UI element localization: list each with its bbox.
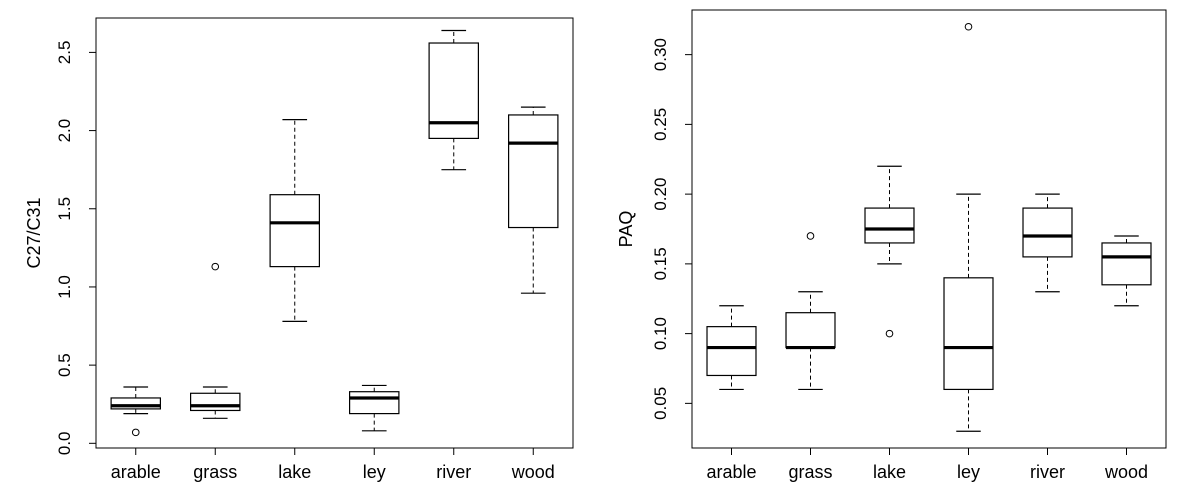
y-tick-label-1-5: 2.5: [55, 41, 74, 65]
y-axis-label-2: PAQ: [616, 211, 636, 248]
x-tick-label-2-grass: grass: [788, 462, 832, 482]
outlier-1-grass-0: [211, 262, 220, 271]
box-1-ley: [349, 391, 400, 415]
box-1-arable: [110, 397, 161, 410]
y-axis-label-1: C27/C31: [24, 197, 44, 268]
x-tick-label-1-lake: lake: [278, 462, 311, 482]
y-tick-label-1-0: 0.0: [55, 431, 74, 455]
y-tick-label-1-3: 1.5: [55, 197, 74, 221]
box-2-wood: [1101, 242, 1152, 286]
y-tick-label-1-1: 0.5: [55, 353, 74, 377]
outlier-2-ley-0: [964, 22, 973, 31]
box-1-lake: [269, 194, 320, 268]
x-tick-label-1-wood: wood: [511, 462, 555, 482]
box-2-ley: [943, 277, 994, 391]
x-tick-label-2-ley: ley: [957, 462, 980, 482]
x-tick-label-2-lake: lake: [873, 462, 906, 482]
plot-frame-2: [691, 9, 1167, 449]
y-tick-label-2-5: 0.30: [651, 38, 670, 71]
box-1-grass: [190, 392, 241, 412]
y-tick-label-2-1: 0.10: [651, 317, 670, 350]
x-tick-label-1-grass: grass: [193, 462, 237, 482]
x-tick-label-2-wood: wood: [1104, 462, 1148, 482]
x-tick-label-2-river: river: [1030, 462, 1065, 482]
y-tick-label-2-3: 0.20: [651, 178, 670, 211]
box-2-lake: [864, 207, 915, 244]
y-tick-label-2-0: 0.05: [651, 387, 670, 420]
y-tick-label-2-2: 0.15: [651, 247, 670, 280]
box-2-river: [1022, 207, 1073, 258]
box-2-grass: [785, 312, 836, 349]
y-tick-label-1-4: 2.0: [55, 119, 74, 143]
outlier-1-arable-0: [131, 428, 140, 437]
x-tick-label-1-ley: ley: [363, 462, 386, 482]
x-tick-label-1-river: river: [436, 462, 471, 482]
x-tick-label-2-arable: arable: [706, 462, 756, 482]
y-tick-label-2-4: 0.25: [651, 108, 670, 141]
outlier-2-lake-0: [885, 329, 894, 338]
box-1-wood: [508, 114, 559, 229]
x-tick-label-1-arable: arable: [111, 462, 161, 482]
plot-frame-1: [95, 17, 574, 449]
y-tick-label-1-2: 1.0: [55, 275, 74, 299]
outlier-2-grass-0: [806, 232, 815, 240]
box-2-arable: [706, 326, 757, 377]
